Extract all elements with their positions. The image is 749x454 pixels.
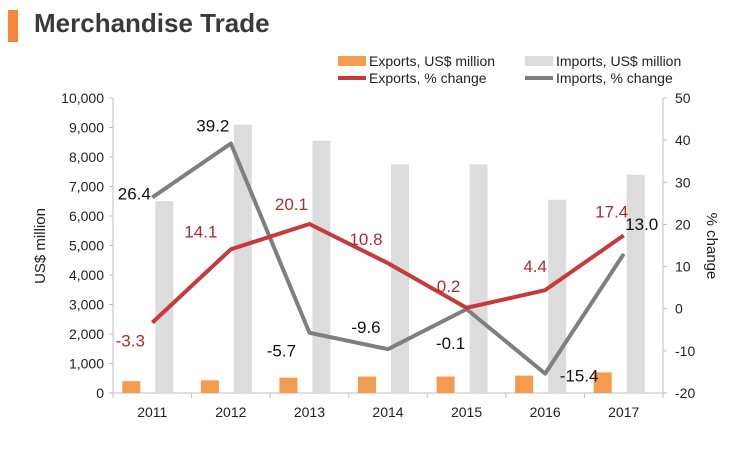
- legend-label-exports-line: Exports, % change: [369, 70, 487, 86]
- y-tick-label: 6,000: [69, 208, 104, 224]
- y2-tick-label: 20: [675, 216, 691, 232]
- legend-swatch-exports-bar: [338, 56, 366, 66]
- y2-axis-label: % change: [703, 213, 720, 280]
- imports-bar: [548, 199, 567, 393]
- exports-bar: [515, 375, 534, 393]
- x-tick-label: 2015: [451, 404, 482, 420]
- y2-tick-label: 30: [675, 174, 691, 190]
- y2-tick-label: -10: [675, 343, 695, 359]
- y-tick-label: 9,000: [69, 120, 104, 136]
- y-tick-label: 10,000: [61, 90, 104, 106]
- title-accent-bar: [8, 10, 18, 42]
- imports-bar: [155, 201, 174, 393]
- imports-pct-data-label: -15.4: [560, 367, 599, 386]
- imports-pct-data-label: -9.6: [351, 318, 380, 337]
- y-tick-label: 1,000: [69, 356, 104, 372]
- y2-tick-label: 10: [675, 259, 691, 275]
- x-tick-label: 2011: [137, 404, 167, 420]
- imports-pct-data-label: 39.2: [196, 117, 229, 136]
- chart-legend: Exports, US$ million Imports, US$ millio…: [338, 53, 681, 86]
- y2-tick-label: 40: [675, 132, 691, 148]
- y2-tick-label: 50: [675, 90, 691, 106]
- exports-bar: [279, 377, 298, 393]
- imports-pct-data-label: 26.4: [118, 184, 151, 203]
- y-tick-label: 4,000: [69, 267, 104, 283]
- x-tick-label: 2012: [215, 404, 246, 420]
- y-axis-label: US$ million: [32, 208, 49, 284]
- exports-bar: [358, 376, 376, 393]
- y-tick-label: 3,000: [69, 297, 104, 313]
- imports-pct-data-label: -0.1: [436, 334, 465, 353]
- exports-pct-line: [150, 222, 625, 325]
- imports-pct-data-label: 13.0: [625, 215, 658, 234]
- y-tick-label: 7,000: [69, 179, 104, 195]
- imports-bar: [391, 164, 409, 393]
- y-tick-label: 2,000: [69, 326, 104, 342]
- exports-bar: [122, 381, 141, 393]
- exports-pct-data-label: 17.4: [595, 202, 628, 221]
- y-tick-label: 0: [96, 385, 104, 401]
- exports-pct-data-label: 14.1: [184, 222, 217, 241]
- exports-bar: [200, 380, 219, 393]
- x-tick-label: 2013: [294, 404, 325, 420]
- exports-pct-data-label: -3.3: [116, 332, 145, 351]
- exports-pct-data-label: 4.4: [523, 257, 547, 276]
- x-tick-label: 2016: [530, 404, 561, 420]
- imports-bar: [312, 140, 331, 393]
- exports-bar: [593, 372, 612, 393]
- y2-tick-label: -20: [675, 385, 695, 401]
- exports-pct-data-label: 20.1: [275, 195, 308, 214]
- imports-pct-data-label: -5.7: [267, 342, 296, 361]
- y-tick-label: 5,000: [69, 238, 104, 254]
- y2-tick-label: 0: [675, 301, 683, 317]
- legend-label-exports-bar: Exports, US$ million: [369, 53, 495, 69]
- y-tick-label: 8,000: [69, 149, 104, 165]
- imports-bar: [626, 174, 645, 393]
- imports-bar: [469, 164, 488, 393]
- legend-label-imports-line: Imports, % change: [556, 70, 673, 86]
- x-tick-label: 2017: [608, 404, 639, 420]
- imports-bar: [233, 124, 252, 394]
- exports-pct-data-label: 10.8: [349, 230, 382, 249]
- exports-bar: [436, 376, 455, 393]
- x-tick-label: 2014: [372, 404, 403, 420]
- legend-label-imports-bar: Imports, US$ million: [556, 53, 681, 69]
- legend-swatch-imports-bar: [525, 56, 553, 66]
- exports-pct-data-label: 0.2: [437, 277, 461, 296]
- page-title: Merchandise Trade: [34, 8, 270, 38]
- imports-pct-line: [151, 141, 626, 376]
